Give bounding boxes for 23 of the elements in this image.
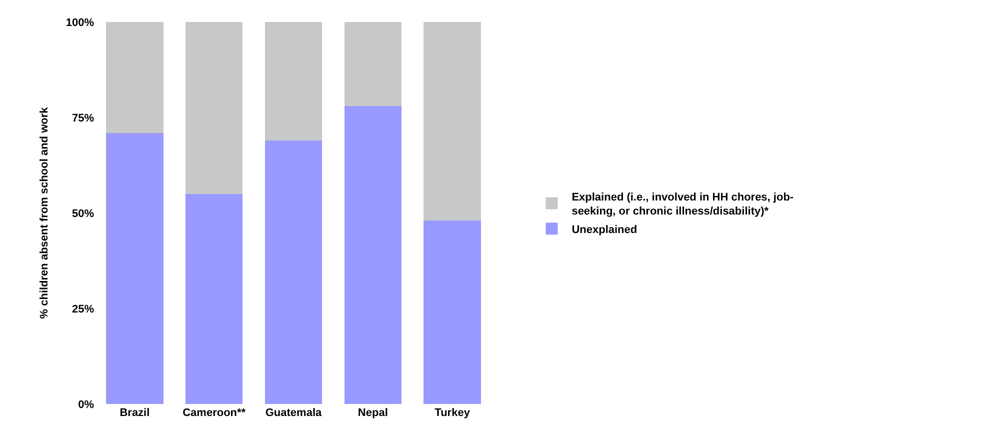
bar — [186, 22, 243, 194]
bar — [344, 106, 402, 404]
bar — [264, 140, 322, 404]
y-tick-label: 100% — [66, 16, 94, 29]
legend-label: Unexplained — [572, 224, 638, 236]
x-tick-label: Cameroon** — [182, 407, 246, 419]
y-tick-label: 25% — [72, 303, 94, 316]
y-tick-label: 0% — [78, 398, 94, 411]
legend-label: Explained (i.e., involved in HH chores, job-seeking, or chronic illness/disability)* — [572, 191, 794, 218]
bar — [424, 22, 481, 221]
x-tick-label: Nepal — [358, 407, 388, 419]
bar — [424, 220, 481, 404]
bar — [264, 22, 322, 140]
y-axis-title: % children absent from school and work — [38, 106, 51, 319]
y-tick-label: 50% — [72, 208, 94, 220]
bar — [106, 132, 164, 404]
bar — [106, 22, 164, 133]
bar — [186, 194, 243, 404]
x-tick-label: Brazil — [120, 407, 150, 419]
x-tick-label: Guatemala — [265, 407, 323, 419]
x-tick-label: Turkey — [434, 407, 471, 419]
y-tick-label: 75% — [72, 112, 94, 124]
bar — [344, 22, 402, 106]
